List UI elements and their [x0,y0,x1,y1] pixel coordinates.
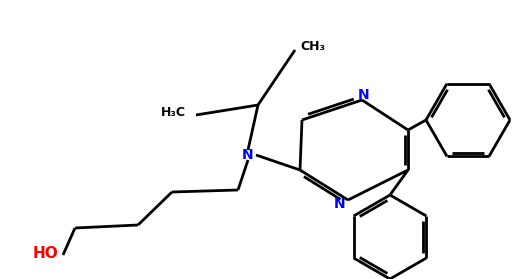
Text: N: N [334,197,346,211]
Text: N: N [242,148,254,162]
Text: N: N [358,88,370,102]
Text: HO: HO [32,247,58,261]
Text: CH₃: CH₃ [300,40,325,54]
Text: H₃C: H₃C [161,107,186,119]
